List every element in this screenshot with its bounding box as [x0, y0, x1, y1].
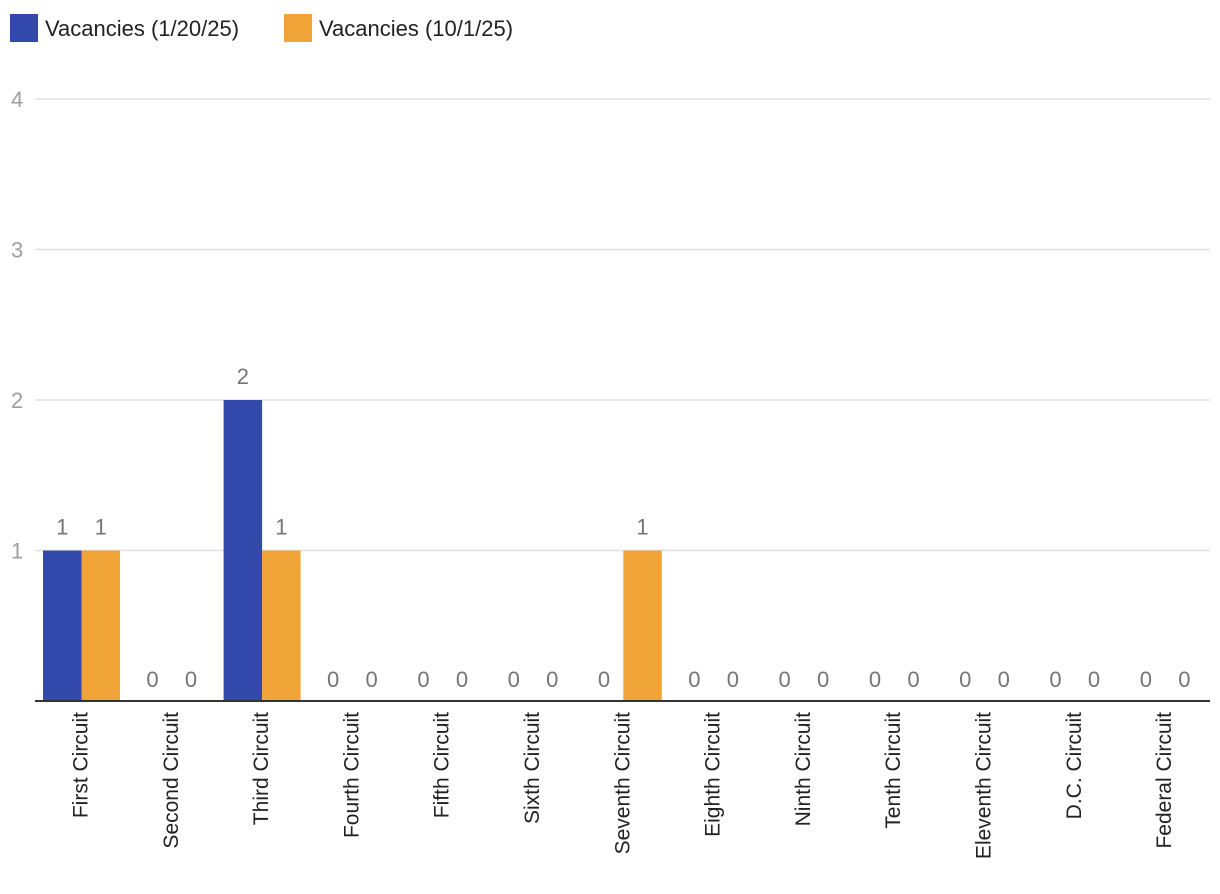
y-axis: 1 2 3 4: [11, 87, 23, 564]
x-tick-label-sixth-circuit: Sixth Circuit: [521, 712, 544, 824]
y-tick-label-2: 2: [11, 388, 23, 413]
data-label-federal-circuit-series-1: 0: [1140, 667, 1152, 692]
bar-third-circuit-series-1: [223, 400, 263, 701]
x-tick-label-eighth-circuit: Eighth Circuit: [702, 712, 725, 837]
bars: [43, 400, 662, 701]
x-tick-label-eleventh-circuit: Eleventh Circuit: [973, 712, 996, 859]
bar-first-circuit-series-2: [81, 550, 120, 701]
x-tick-label-fifth-circuit: Fifth Circuit: [431, 712, 454, 818]
x-tick-label-tenth-circuit: Tenth Circuit: [882, 712, 905, 829]
x-tick-label-fourth-circuit: Fourth Circuit: [340, 712, 363, 838]
y-tick-label-4: 4: [11, 87, 23, 112]
data-label-sixth-circuit-series-1: 0: [508, 667, 520, 692]
data-label-fifth-circuit-series-1: 0: [417, 667, 429, 692]
data-label-seventh-circuit-series-2: 1: [636, 515, 648, 540]
bar-third-circuit-series-2: [262, 550, 301, 701]
legend-swatch-1: [10, 14, 38, 42]
data-label-ninth-circuit-series-1: 0: [779, 667, 791, 692]
data-label-d-c-circuit-series-2: 0: [1088, 667, 1100, 692]
data-label-sixth-circuit-series-2: 0: [546, 667, 558, 692]
data-label-fifth-circuit-series-2: 0: [456, 667, 468, 692]
data-label-ninth-circuit-series-2: 0: [817, 667, 829, 692]
y-tick-label-1: 1: [11, 539, 23, 564]
data-label-third-circuit-series-2: 1: [275, 515, 287, 540]
data-label-seventh-circuit-series-1: 0: [598, 667, 610, 692]
legend-label-2: Vacancies (10/1/25): [319, 16, 513, 41]
data-label-fourth-circuit-series-2: 0: [366, 667, 378, 692]
x-tick-label-federal-circuit: Federal Circuit: [1153, 712, 1176, 849]
gridlines: [35, 98, 1210, 552]
y-tick-label-3: 3: [11, 238, 23, 263]
data-label-tenth-circuit-series-1: 0: [869, 667, 881, 692]
data-label-d-c-circuit-series-1: 0: [1049, 667, 1061, 692]
x-tick-label-d-c-circuit: D.C. Circuit: [1063, 712, 1086, 820]
data-label-first-circuit-series-1: 1: [56, 515, 68, 540]
data-label-eleventh-circuit-series-2: 0: [998, 667, 1010, 692]
data-label-fourth-circuit-series-1: 0: [327, 667, 339, 692]
x-tick-label-seventh-circuit: Seventh Circuit: [611, 712, 634, 855]
x-tick-label-ninth-circuit: Ninth Circuit: [792, 712, 815, 827]
data-label-eighth-circuit-series-2: 0: [727, 667, 739, 692]
x-axis: First Circuit Second Circuit Third Circuit…: [35, 700, 1210, 859]
data-label-second-circuit-series-2: 0: [185, 667, 197, 692]
data-labels: 1 1 0 0 2 1 0 0 0 0 0 0 0 1 0 0 0 0 0 0 0 0 0 0 0 0: [56, 364, 1190, 692]
bar-first-circuit-series-1: [43, 550, 82, 701]
x-tick-label-second-circuit: Second Circuit: [160, 712, 183, 849]
data-label-eighth-circuit-series-1: 0: [688, 667, 700, 692]
legend-label-1: Vacancies (1/20/25): [45, 16, 239, 41]
x-tick-label-third-circuit: Third Circuit: [250, 712, 273, 825]
legend-swatch-2: [284, 14, 312, 42]
legend: Vacancies (1/20/25) Vacancies (10/1/25): [10, 14, 513, 42]
data-label-second-circuit-series-1: 0: [146, 667, 158, 692]
data-label-federal-circuit-series-2: 0: [1178, 667, 1190, 692]
bar-seventh-circuit-series-2: [623, 550, 662, 701]
data-label-third-circuit-series-1: 2: [237, 364, 249, 389]
data-label-eleventh-circuit-series-1: 0: [959, 667, 971, 692]
x-tick-label-first-circuit: First Circuit: [70, 712, 93, 818]
data-label-first-circuit-series-2: 1: [95, 515, 107, 540]
data-label-tenth-circuit-series-2: 0: [907, 667, 919, 692]
